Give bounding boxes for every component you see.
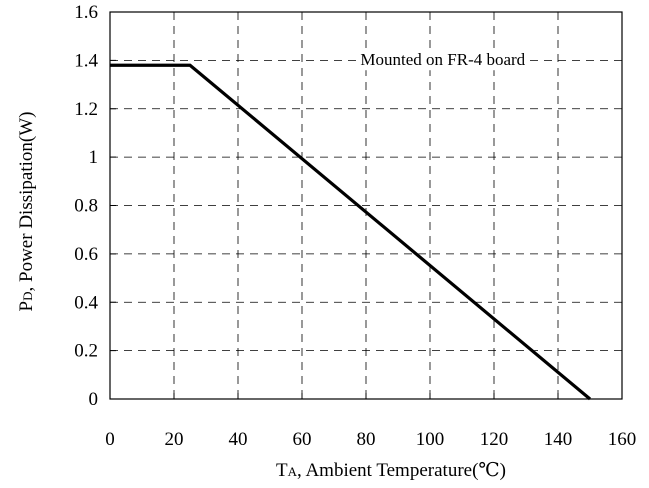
annotation-background	[357, 49, 529, 71]
y-axis-ticks: 0 0.2 0.4 0.6 0.8 1 1.2 1.4 1.6	[74, 2, 116, 410]
x-tick-label: 40	[229, 429, 248, 450]
y-tick-label: 1.6	[74, 2, 98, 23]
grid-lines	[110, 12, 622, 399]
y-tick-label: 0.2	[74, 341, 98, 362]
x-tick-label: 20	[165, 429, 184, 450]
y-tick-label: 1.2	[74, 99, 98, 120]
x-axis-ticks: 0 20 40 60 80 100 120 140 160	[105, 393, 636, 450]
y-tick-label: 0.8	[74, 196, 98, 217]
x-tick-label: 140	[544, 429, 573, 450]
x-axis-label-main: T	[276, 460, 288, 481]
y-axis-label-main: P	[16, 301, 37, 312]
x-axis-label: TA, Ambient Temperature(℃)	[276, 460, 506, 481]
y-axis-label: PD, Power Dissipation(W)	[16, 112, 37, 312]
y-tick-label: 1.4	[74, 50, 98, 71]
x-axis-label-subscript: A	[288, 464, 298, 479]
x-tick-label: 120	[480, 429, 509, 450]
series-group	[110, 63, 592, 401]
x-axis-label-rest: , Ambient Temperature(℃)	[297, 460, 506, 481]
x-tick-label: 160	[608, 429, 637, 450]
series-line	[110, 63, 592, 401]
x-tick-label: 80	[357, 429, 376, 450]
y-axis-label-rest: , Power Dissipation(W)	[16, 112, 37, 292]
x-tick-label: 100	[416, 429, 445, 450]
annotation-text: Mounted on FR-4 board	[360, 50, 525, 69]
y-tick-label: 0.4	[74, 292, 98, 313]
y-tick-label: 0.6	[74, 244, 98, 265]
y-axis-label-subscript: D	[20, 291, 35, 300]
annotations: Mounted on FR-4 board	[357, 49, 529, 71]
y-tick-label: 1	[89, 147, 99, 168]
x-tick-label: 60	[293, 429, 312, 450]
y-tick-label: 0	[89, 389, 99, 410]
x-tick-label: 0	[105, 429, 115, 450]
